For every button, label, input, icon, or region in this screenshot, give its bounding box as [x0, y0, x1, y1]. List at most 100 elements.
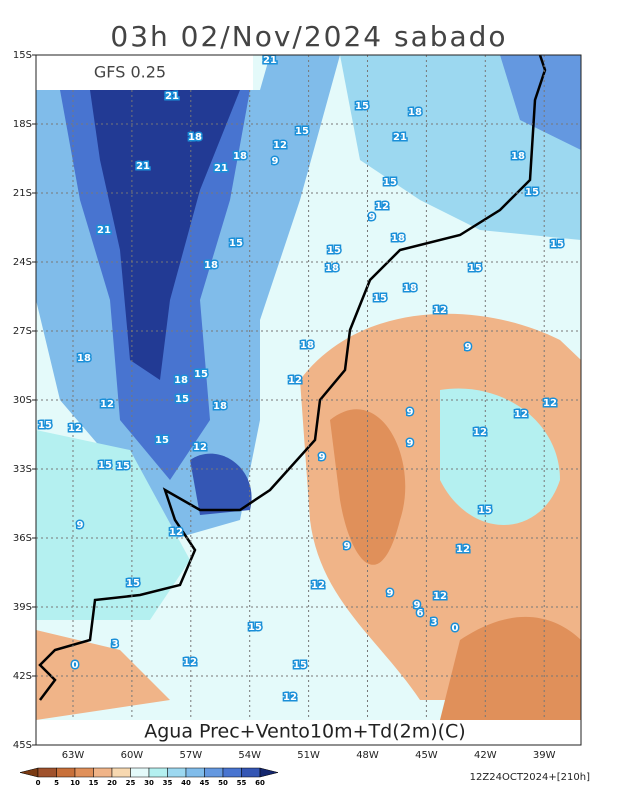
contour-label: 21 — [165, 91, 179, 102]
contour-label: 15 — [327, 245, 341, 256]
colorbar: 0 5 10 15 20 25 30 35 40 45 50 55 60 — [19, 767, 279, 787]
colorbar-bin — [185, 767, 205, 778]
lat-label: 39S — [13, 602, 32, 613]
contour-label: 9 — [272, 156, 279, 167]
contour-label: 9 — [369, 212, 376, 223]
caption: Agua Prec+Vento10m+Td(2m)(C) — [144, 721, 465, 743]
contour-label: 18 — [188, 132, 202, 143]
contour-label: 12 — [100, 399, 114, 410]
contour-label: 18 — [511, 151, 525, 162]
title: 03h 02/Nov/2024 sabado — [110, 20, 507, 53]
contour-label: 9 — [407, 407, 414, 418]
contour-label: 12 — [456, 544, 470, 555]
lat-label: 27S — [13, 326, 32, 337]
contour-label: 15 — [194, 369, 208, 380]
contour-label: 9 — [407, 438, 414, 449]
contour-label: 15 — [155, 435, 169, 446]
lon-label: 42W — [474, 750, 497, 761]
lat-label: 36S — [13, 533, 32, 544]
contour-label: 21 — [97, 225, 111, 236]
lon-label: 39W — [533, 750, 556, 761]
contour-label: 21 — [263, 55, 277, 66]
contour-label: 12 — [433, 305, 447, 316]
contour-label: 12 — [375, 201, 389, 212]
colorbar-bin — [56, 767, 76, 778]
contour-label: 21 — [136, 161, 150, 172]
colorbar-label: 50 — [218, 779, 228, 787]
contour-label: 3 — [112, 639, 119, 650]
colorbar-bin — [74, 767, 94, 778]
model-label: GFS 0.25 — [94, 63, 166, 82]
colorbar-label: 55 — [237, 779, 247, 787]
contour-label: 15 — [38, 420, 52, 431]
contour-label: 12 — [311, 580, 325, 591]
lon-label: 57W — [179, 750, 202, 761]
colorbar-bin — [167, 767, 187, 778]
lat-label: 18S — [13, 119, 32, 130]
lon-label: 51W — [297, 750, 320, 761]
colorbar-label: 60 — [255, 779, 265, 787]
colorbar-label: 15 — [89, 779, 99, 787]
contour-label: 6 — [417, 608, 424, 619]
lon-label: 54W — [238, 750, 261, 761]
lat-label: 15S — [13, 50, 32, 61]
contour-label: 9 — [387, 588, 394, 599]
lat-label: 21S — [13, 188, 32, 199]
contour-label: 9 — [319, 452, 326, 463]
lon-label: 60W — [121, 750, 144, 761]
contour-label: 9 — [344, 541, 351, 552]
contour-label: 18 — [77, 353, 91, 364]
contour-label: 15 — [468, 263, 482, 274]
colorbar-end — [259, 767, 279, 778]
contour-label: 12 — [169, 527, 183, 538]
contour-label: 15 — [550, 239, 564, 250]
contour-label: 21 — [214, 163, 228, 174]
colorbar-bin — [37, 767, 57, 778]
lat-label: 42S — [13, 671, 32, 682]
contour-label: 15 — [229, 238, 243, 249]
colorbar-bin — [148, 767, 168, 778]
contour-label: 12 — [514, 409, 528, 420]
contour-label: 15 — [126, 578, 140, 589]
contour-label: 12 — [273, 140, 287, 151]
colorbar-bin — [222, 767, 242, 778]
contour-label: 15 — [175, 394, 189, 405]
contour-label: 18 — [391, 233, 405, 244]
contour-label: 15 — [525, 187, 539, 198]
colorbar-label: 10 — [70, 779, 80, 787]
contour-label: 12 — [68, 423, 82, 434]
contour-label: 18 — [300, 340, 314, 351]
lat-label: 45S — [13, 740, 32, 751]
contour-label: 15 — [373, 293, 387, 304]
contour-label: 12 — [473, 427, 487, 438]
colorbar-bin — [93, 767, 113, 778]
contour-label: 15 — [98, 460, 112, 471]
contour-label: 0 — [72, 660, 79, 671]
contour-label: 15 — [116, 461, 130, 472]
contour-label: 12 — [543, 398, 557, 409]
contour-label: 15 — [248, 622, 262, 633]
contour-label: 12 — [288, 375, 302, 386]
contour-label: 0 — [452, 623, 459, 634]
contour-label: 18 — [233, 151, 247, 162]
lon-label: 45W — [415, 750, 438, 761]
contour-label: 12 — [283, 692, 297, 703]
contour-label: 15 — [355, 101, 369, 112]
colorbar-bin — [111, 767, 131, 778]
grid: 15S 18S 21S 24S 27S 30S 33S 36S 39S 42S 45S 63W 60W 5… — [13, 50, 581, 761]
lat-label: 24S — [13, 257, 32, 268]
run-label: 12Z24OCT2024+[210h] — [470, 772, 590, 783]
contour-label: 15 — [295, 126, 309, 137]
colorbar-label: 0 — [36, 779, 41, 787]
contour-label: 15 — [383, 177, 397, 188]
contour-label: 18 — [408, 107, 422, 118]
lon-label: 48W — [356, 750, 379, 761]
contour-label: 12 — [193, 442, 207, 453]
contour-label: 12 — [433, 591, 447, 602]
contour-label: 18 — [403, 283, 417, 294]
lat-label: 33S — [13, 464, 32, 475]
colorbar-label: 35 — [163, 779, 173, 787]
contour-label: 9 — [77, 520, 84, 531]
